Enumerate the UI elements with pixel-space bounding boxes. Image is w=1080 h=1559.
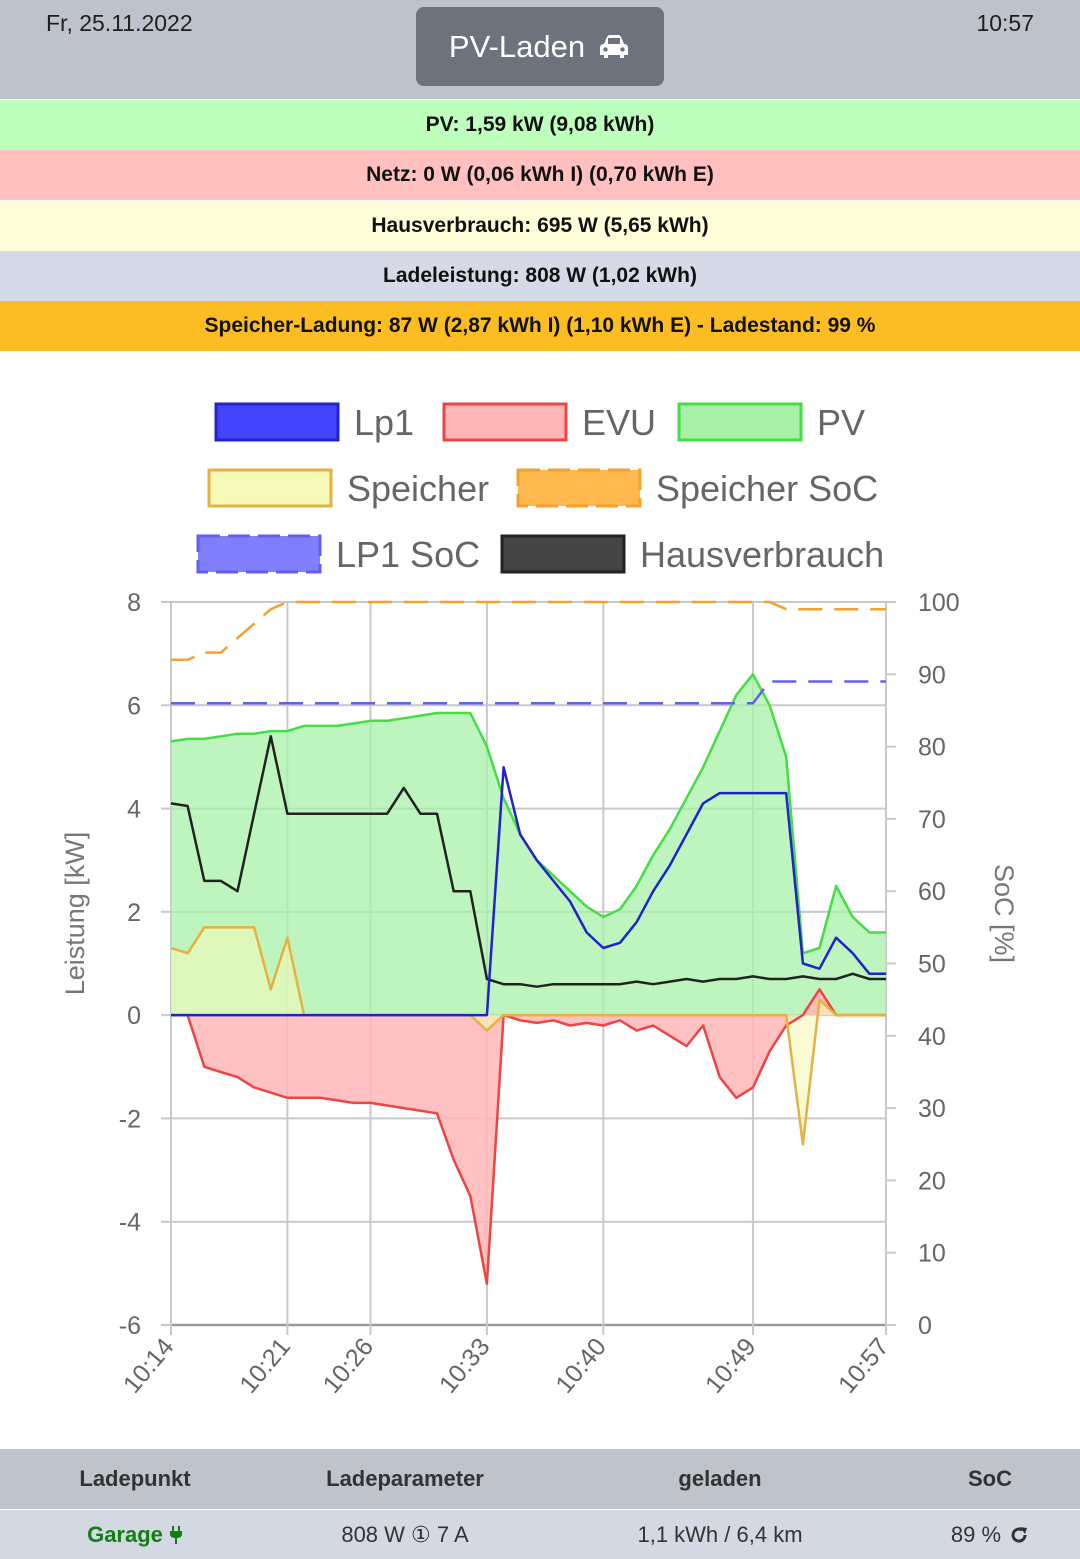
header: Fr, 25.11.2022 PV-Laden 10:57	[0, 0, 1080, 99]
x-tick-label-3: 10:33	[434, 1333, 496, 1399]
y-tick-label-6: -4	[119, 1209, 141, 1237]
y2-tick-label-1: 90	[918, 661, 946, 689]
plug-icon	[169, 1525, 182, 1544]
y-axis-title: Leistung [kW]	[60, 832, 90, 996]
legend-swatch-0	[214, 402, 340, 442]
legend-swatch-4	[516, 468, 642, 508]
legend-label-0: Lp1	[354, 402, 414, 443]
legend-label-4: Speicher SoC	[656, 468, 878, 509]
hausverbrauch-info-row: Hausverbrauch: 695 W (5,65 kWh)	[0, 201, 1080, 251]
y-tick-label-7: -6	[119, 1312, 141, 1340]
time-display: 10:57	[976, 10, 1034, 36]
vehicle-soc[interactable]: 89 %	[900, 1510, 1080, 1559]
charged-amount: 1,1 kWh / 6,4 km	[637, 1521, 803, 1547]
y2-tick-label-3: 70	[918, 806, 946, 834]
legend-label-6: Hausverbrauch	[640, 534, 884, 575]
y2-tick-label-5: 50	[918, 951, 946, 979]
y2-tick-label-10: 0	[918, 1312, 932, 1340]
y-tick-label-1: 6	[127, 692, 141, 720]
legend-label-1: EVU	[582, 402, 656, 443]
series-line-lp1-soc	[171, 680, 886, 705]
car-icon	[600, 34, 629, 58]
x-tick-label-6: 10:57	[833, 1333, 895, 1399]
y-tick-label-0: 8	[127, 589, 141, 617]
x-tick-label-1: 10:21	[234, 1333, 296, 1399]
series-line-lp1	[171, 766, 886, 1017]
y2-tick-label-2: 80	[918, 734, 946, 762]
legend-label-2: PV	[817, 402, 865, 443]
series-line-hausverbrauch	[170, 735, 886, 988]
refresh-icon[interactable]	[1009, 1525, 1029, 1545]
legend-swatch-6	[500, 534, 626, 574]
legend-swatch-5	[196, 534, 322, 574]
y-tick-label-3: 2	[127, 899, 141, 927]
y2-tick-label-4: 60	[918, 878, 946, 906]
legend-label-5: LP1 SoC	[336, 534, 480, 575]
y2-tick-label-9: 10	[918, 1240, 946, 1268]
y2-tick-label-8: 20	[918, 1167, 946, 1195]
legend-swatch-1	[442, 402, 568, 442]
y-tick-label-5: -2	[119, 1105, 141, 1133]
chargepoint-row[interactable]: Garage 808 W ① 7 A 1,1 kWh / 6,4 km 89 %	[0, 1510, 1080, 1559]
y-tick-label-4: 0	[127, 1002, 141, 1030]
legend-swatch-2	[677, 402, 803, 442]
series-area-speicher	[171, 927, 886, 1145]
ladeleistung-info-row: Ladeleistung: 808 W (1,02 kWh)	[0, 251, 1080, 301]
header-ladepunkt: Ladepunkt	[79, 1466, 191, 1491]
x-tick-label-4: 10:40	[550, 1333, 612, 1399]
chargepoint-table-header: Ladepunkt Ladeparameter geladen SoC	[0, 1449, 1080, 1509]
y2-tick-label-7: 30	[918, 1095, 946, 1123]
charge-mode-button[interactable]: PV-Laden	[416, 7, 664, 86]
x-tick-label-2: 10:26	[317, 1333, 379, 1399]
series-area-evu	[171, 989, 886, 1284]
legend-swatch-3	[207, 468, 333, 508]
y2-tick-label-6: 40	[918, 1023, 946, 1051]
power-chart[interactable]: Lp1 EVU PV Speicher Speicher SoC LP1 SoC Hausv…	[0, 352, 1080, 1448]
charge-parameters[interactable]: 808 W ① 7 A	[341, 1521, 469, 1547]
x-tick-label-5: 10:49	[700, 1333, 762, 1399]
y-tick-label-2: 4	[127, 796, 141, 824]
header-geladen: geladen	[678, 1466, 762, 1491]
legend-label-3: Speicher	[347, 468, 489, 509]
y2-tick-label-0: 100	[918, 589, 960, 617]
speicher-info-row: Speicher-Ladung: 87 W (2,87 kWh I) (1,10…	[0, 301, 1080, 351]
charge-mode-label: PV-Laden	[448, 28, 586, 64]
series-line-speicher	[170, 926, 886, 1146]
netz-info-row: Netz: 0 W (0,06 kWh I) (0,70 kWh E)	[0, 150, 1080, 200]
chargepoint-name[interactable]: Garage	[30, 1510, 240, 1559]
series-line-speicher-soc	[171, 600, 886, 662]
soc-value: 89 %	[950, 1521, 1002, 1547]
header-soc: SoC	[968, 1466, 1012, 1491]
series-line-evu	[171, 988, 886, 1285]
date-display: Fr, 25.11.2022	[46, 10, 193, 36]
y2-axis-title: SoC [%]	[989, 864, 1019, 963]
pv-info-row: PV: 1,59 kW (9,08 kWh)	[0, 100, 1080, 150]
x-tick-label-0: 10:14	[118, 1333, 180, 1399]
chargepoint-label: Garage	[87, 1521, 163, 1547]
header-ladeparameter: Ladeparameter	[326, 1466, 484, 1491]
